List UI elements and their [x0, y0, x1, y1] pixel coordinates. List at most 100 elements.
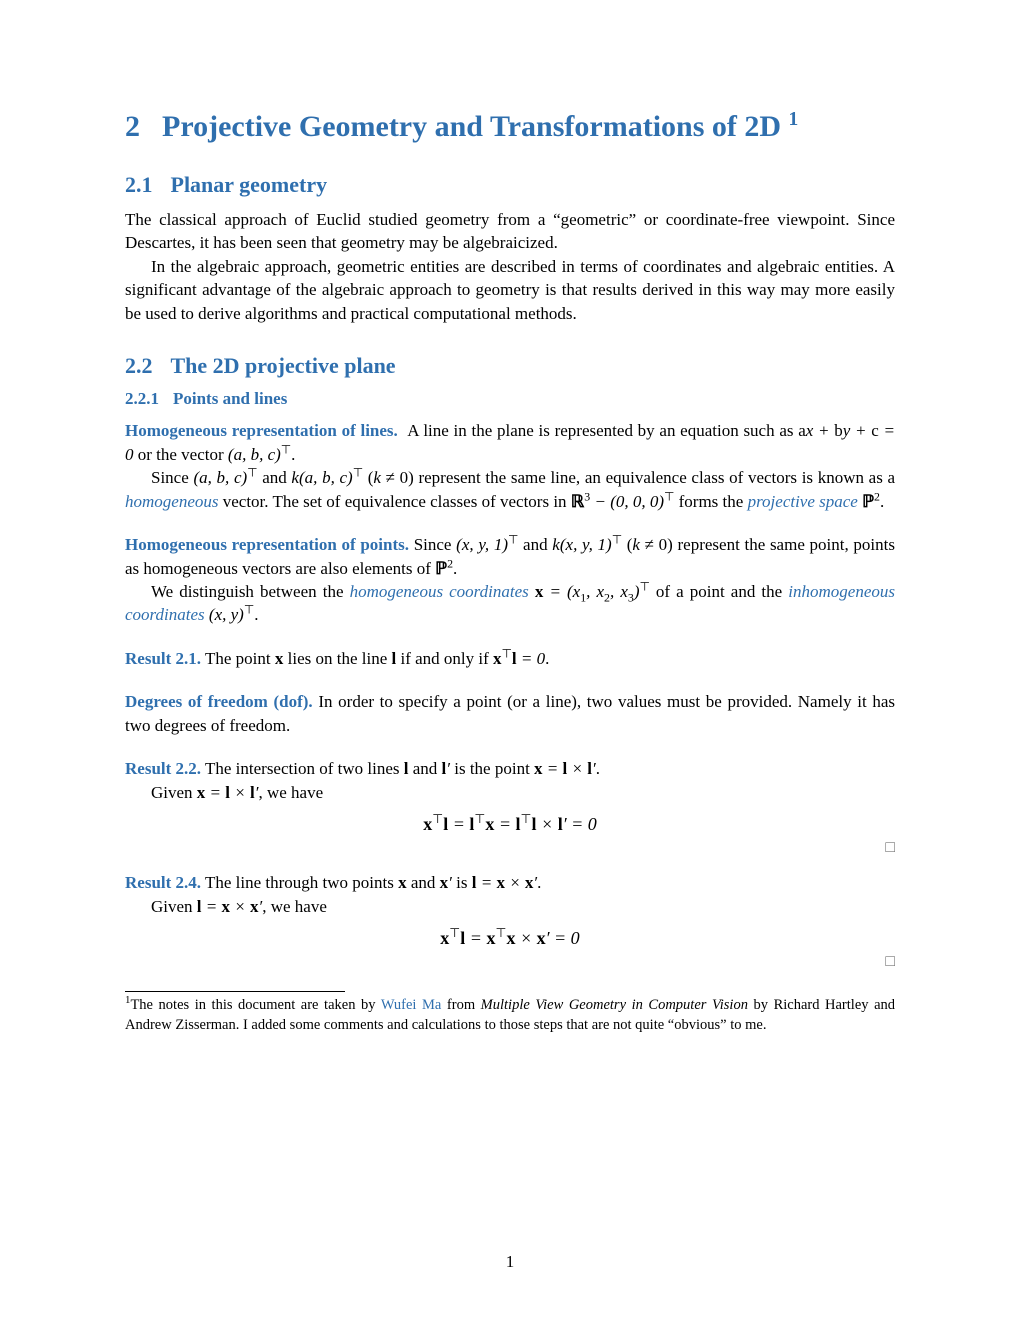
hom-lines-t2b: and [258, 468, 292, 487]
subsubsection-2-2-1-text: Points and lines [173, 389, 287, 408]
hom-lines-P2: ℙ2 [862, 492, 880, 511]
subsection-2-2-number: 2.2 [125, 353, 153, 378]
result-2-2: Result 2.2. The intersection of two line… [125, 757, 895, 857]
r22-ta: The intersection of two lines [205, 759, 404, 778]
hom-points-ital1: homogeneous coordinates [350, 582, 529, 601]
hom-lines-t1a: A line in the plane is represented by an… [407, 421, 798, 440]
result-2-1-label: Result 2.1. [125, 649, 201, 668]
r24-x: x [398, 873, 407, 892]
hom-lines-vec2: (a, b, c)⊤ [193, 468, 257, 487]
r24-gb: , we have [262, 897, 327, 916]
para-2-1-1: The classical approach of Euclid studied… [125, 208, 895, 255]
r22-tc: . [596, 759, 600, 778]
result-2-1-p: Result 2.1. The point x lies on the line… [125, 647, 895, 670]
result-2-2-p1: Result 2.2. The intersection of two line… [125, 757, 895, 780]
page-number: 1 [0, 1252, 1020, 1272]
subsection-2-1-number: 2.1 [125, 172, 153, 197]
hom-lines-t2c: represent the same line, an equivalence … [414, 468, 895, 487]
qed-2-4: □ [125, 953, 895, 971]
r22-geq: x = l × l′ [197, 783, 259, 802]
para-2-1-2: In the algebraic approach, geometric ent… [125, 255, 895, 325]
hom-lines-t2e: forms the [674, 492, 747, 511]
r22-tb: is the point [450, 759, 534, 778]
fn-tb: from [441, 997, 480, 1013]
r22-display: x⊤l = l⊤x = l⊤l × l′ = 0 [125, 814, 895, 835]
hom-lines-runin: Homogeneous representation of lines. [125, 421, 398, 440]
section-title-text: Projective Geometry and Transformations … [162, 110, 781, 143]
subsection-2-1-text: Planar geometry [171, 172, 328, 197]
r22-and: and [408, 759, 441, 778]
hom-points-t1d: . [453, 559, 457, 578]
subsubsection-2-2-1-number: 2.2.1 [125, 389, 159, 408]
hom-points-runin: Homogeneous representation of points. [125, 535, 409, 554]
fn-ta: The notes in this document are taken by [130, 997, 380, 1013]
hom-lines-p1: Homogeneous representation of lines. A l… [125, 419, 895, 466]
hom-points-t2c: . [254, 605, 258, 624]
hom-lines-t1c: . [291, 445, 295, 464]
hom-points-t1b: and [518, 535, 552, 554]
result-2-4-p2: Given l = x × x′, we have [125, 895, 895, 918]
r24-eq1: l = x × x′ [472, 873, 537, 892]
dof-block: Degrees of freedom (dof). In order to sp… [125, 690, 895, 737]
hom-lines-t2d: vector. The set of equivalence classes o… [218, 492, 570, 511]
page: 2 Projective Geometry and Transformations… [0, 0, 1020, 1320]
r24-tc: . [537, 873, 541, 892]
r24-geq: l = x × x′ [197, 897, 262, 916]
hom-lines-R3: ℝ3 − (0, 0, 0)⊤ [571, 492, 675, 511]
hom-points-kvec: k(x, y, 1)⊤ [552, 535, 622, 554]
hom-points-p1: Homogeneous representation of points. Si… [125, 533, 895, 580]
r22-lp: l′ [442, 759, 450, 778]
result-2-4-p1: Result 2.4. The line through two points … [125, 871, 895, 894]
r24-and: and [407, 873, 440, 892]
hom-lines-kvec: k(a, b, c)⊤ [291, 468, 363, 487]
hom-lines-t2a: Since [151, 468, 193, 487]
r24-ga: Given [151, 897, 197, 916]
hom-lines-ital2: projective space [748, 492, 858, 511]
hom-lines-vec1: (a, b, c)⊤ [228, 445, 291, 464]
result-2-4-label: Result 2.4. [125, 873, 201, 892]
r21-td: . [545, 649, 549, 668]
section-number: 2 [125, 110, 140, 143]
subsubsection-2-2-1-title: 2.2.1 Points and lines [125, 389, 895, 409]
hom-points-P2: ℙ2 [435, 559, 453, 578]
footnote-1: 1The notes in this document are taken by… [125, 996, 895, 1035]
hom-points-vec1: (x, y, 1)⊤ [456, 535, 518, 554]
hom-points-xvec: x = (x1, x2, x3)⊤ [535, 582, 650, 601]
section-title: 2 Projective Geometry and Transformations… [125, 110, 895, 144]
dof-runin: Degrees of freedom (dof). [125, 692, 313, 711]
r22-ga: Given [151, 783, 197, 802]
hom-lines-ital1: homogeneous [125, 492, 218, 511]
result-2-4: Result 2.4. The line through two points … [125, 871, 895, 971]
result-2-1: Result 2.1. The point x lies on the line… [125, 647, 895, 670]
hom-lines-t2f: . [880, 492, 884, 511]
result-2-2-p2: Given x = l × l′, we have [125, 781, 895, 804]
hom-lines-kcond: (k ≠ 0) [368, 468, 414, 487]
hom-points-xy: (x, y)⊤ [209, 605, 254, 624]
hom-points-t2a: We distinguish between the [151, 582, 350, 601]
hom-lines-p2: Since (a, b, c)⊤ and k(a, b, c)⊤ (k ≠ 0)… [125, 466, 895, 513]
subsection-2-1-title: 2.1 Planar geometry [125, 172, 895, 198]
r21-eq: x⊤l = 0 [493, 649, 545, 668]
r24-display: x⊤l = x⊤x × x′ = 0 [125, 928, 895, 949]
hom-points-t2b: of a point and the [650, 582, 788, 601]
hom-points-t1a: Since [414, 535, 456, 554]
r22-gb: , we have [258, 783, 323, 802]
footnote-link[interactable]: Wufei Ma [381, 997, 442, 1013]
r21-ta: The point [205, 649, 275, 668]
r21-tb: lies on the line [283, 649, 391, 668]
subsection-2-2-title: 2.2 The 2D projective plane [125, 353, 895, 379]
dof-p: Degrees of freedom (dof). In order to sp… [125, 690, 895, 737]
r24-ta: The line through two points [205, 873, 398, 892]
hom-points-p2: We distinguish between the homogeneous c… [125, 580, 895, 627]
hom-lines-block: Homogeneous representation of lines. A l… [125, 419, 895, 513]
subsection-2-2-text: The 2D projective plane [171, 353, 396, 378]
footnote-marker[interactable]: 1 [789, 109, 799, 130]
footnote-rule [125, 991, 345, 992]
r24-tb: is [452, 873, 472, 892]
hom-lines-t1b: or the vector [134, 445, 228, 464]
qed-2-2: □ [125, 839, 895, 857]
r22-eq1: x = l × l′ [534, 759, 596, 778]
hom-points-kcond: (k ≠ 0) [627, 535, 673, 554]
r24-xp: x′ [440, 873, 452, 892]
result-2-2-label: Result 2.2. [125, 759, 201, 778]
